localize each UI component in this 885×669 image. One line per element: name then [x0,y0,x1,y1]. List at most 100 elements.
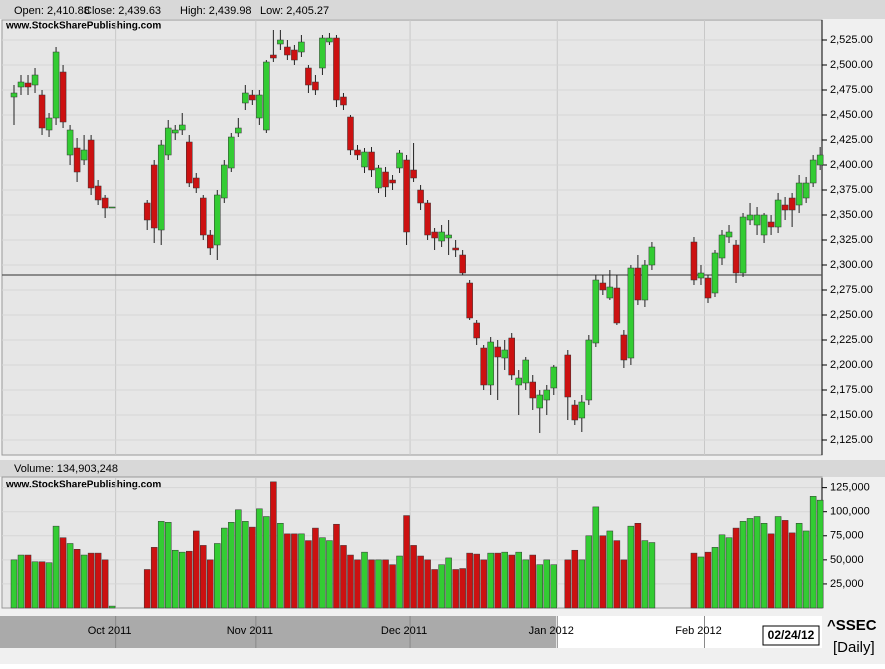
volume-bar [585,535,593,609]
candle-body [529,381,536,399]
volume-bar [578,559,586,609]
volume-bar [459,568,466,609]
candle-body [80,149,88,161]
date-label: 02/24/12 [768,628,815,642]
volume-bar [774,516,782,609]
volume-bar [305,540,312,609]
candle-body [620,334,628,361]
candle-body [543,389,551,401]
y-tick-label: 100,000 [830,506,870,518]
header-low: Low: 2,405.27 [260,5,329,17]
candle-body [739,216,747,274]
candle-body [150,164,158,229]
volume-bar [368,559,375,609]
y-tick-label: 50,000 [830,554,864,566]
volume-bar [718,534,726,609]
volume-bar [515,551,522,609]
y-tick-label: 2,400.00 [830,159,873,171]
candle-body [52,51,60,119]
watermark: www.StockSharePublishing.com [5,21,161,32]
candle-body [438,231,445,242]
volume-bar [249,526,256,609]
symbol: ^SSEC [827,617,877,634]
candle-body [235,127,242,134]
volume-bar [38,561,46,609]
volume-bar [501,551,508,609]
volume-bar [816,499,824,609]
volume-bar [508,554,515,609]
volume-bar [781,520,789,609]
candle-body [45,117,53,131]
candle-body [802,182,810,199]
volume-bar [340,545,347,609]
volume-bar [221,527,228,609]
candle-body [452,247,459,251]
volume-bar [634,523,642,609]
candle-body [445,234,452,239]
volume-bar [480,559,487,609]
candle-body [732,244,740,274]
header-high: High: 2,439.98 [180,5,252,17]
y-tick-label: 2,225.00 [830,334,873,346]
volume-bar [235,509,242,609]
y-tick-label: 2,500.00 [830,59,873,71]
candle-body [347,116,354,151]
volume-bar [410,545,417,609]
candle-body [382,171,389,188]
candle-body [795,182,803,206]
candle-body [108,206,116,209]
volume-bar [270,481,277,609]
volume-bar [354,559,361,609]
candle-body [473,322,480,339]
candle-body [319,37,326,69]
candle-body [87,139,95,189]
watermark: www.StockSharePublishing.com [5,480,161,491]
volume-bar [627,525,635,609]
y-tick-label: 2,250.00 [830,309,873,321]
volume-bar [263,516,270,609]
volume-bar [178,551,186,609]
candle-body [396,152,403,169]
y-tick-label: 2,350.00 [830,209,873,221]
candle-body [270,54,277,59]
x-tick-label: Nov 2011 [227,625,273,637]
volume-bar [186,550,193,609]
header-close: Close: 2,439.63 [84,5,161,17]
candle-body [221,164,228,199]
candle-body [494,346,501,358]
volume-bar [767,533,775,609]
volume-bar [17,554,25,609]
candle-body [354,149,361,156]
volume-bar [543,559,551,609]
candle-body [101,197,109,209]
volume-header: Volume: 134,903,248 [14,463,118,475]
candle-body [508,337,515,376]
candle-body [788,197,796,211]
candle-body [585,339,593,401]
volume-bar [606,530,614,609]
candle-body [410,169,417,179]
volume-bar [620,559,628,609]
candle-body [143,202,151,221]
y-tick-label: 2,375.00 [830,184,873,196]
candle-body [704,277,712,299]
volume-bar [571,549,579,609]
candle-body [73,147,81,173]
volume-bar [704,551,712,609]
candle-body [760,214,768,236]
volume-bar [291,533,298,609]
candle-body [207,234,214,249]
volume-bar [45,562,53,609]
candle-body [164,127,172,156]
candle-body [59,71,67,123]
candle-body [178,124,186,131]
volume-bar [760,523,768,609]
candle-body [641,264,649,301]
volume-bar [143,569,151,609]
volume-bar [732,527,740,609]
volume-bar [256,508,263,609]
volume-bar [438,564,445,609]
candle-body [186,141,193,184]
candle-body [501,349,508,359]
y-tick-label: 125,000 [830,482,870,494]
